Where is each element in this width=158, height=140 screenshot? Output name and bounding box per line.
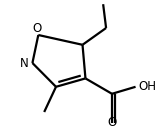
- Text: O: O: [32, 22, 41, 34]
- Text: N: N: [20, 57, 29, 69]
- Text: O: O: [107, 116, 117, 129]
- Text: OH: OH: [139, 80, 157, 93]
